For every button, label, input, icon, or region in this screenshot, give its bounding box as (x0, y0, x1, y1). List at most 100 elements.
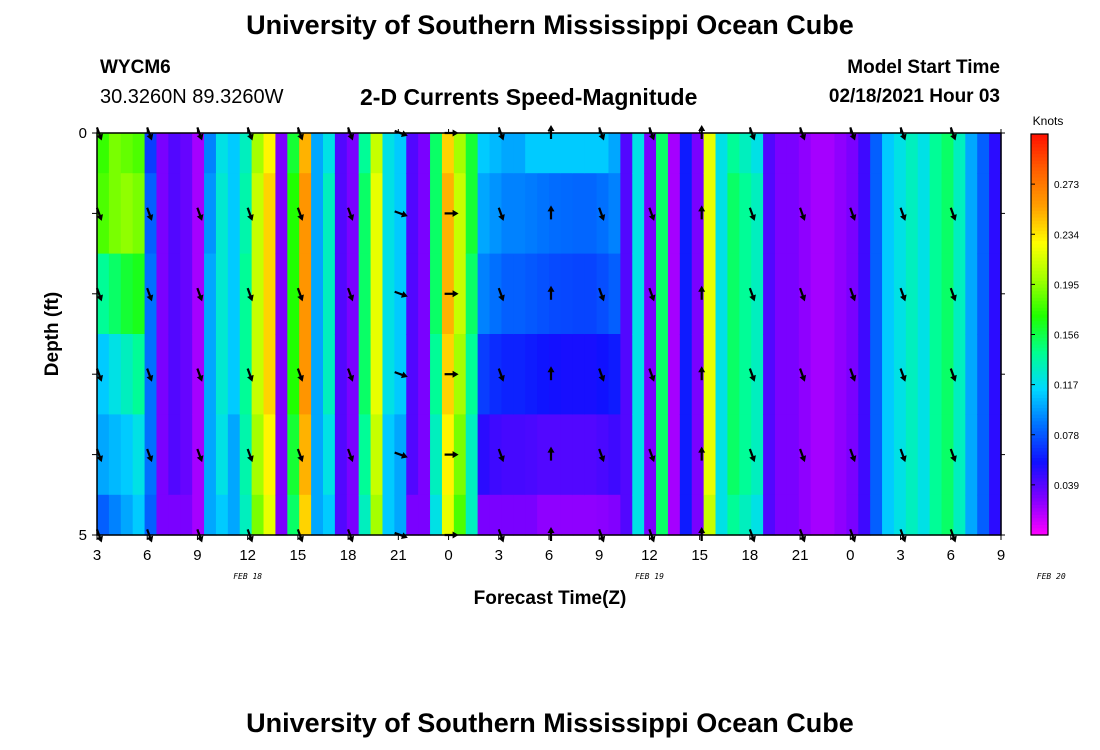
colorbar-segment (1031, 134, 1048, 138)
heatmap-cell (334, 414, 348, 496)
heatmap-cell (251, 414, 265, 496)
heatmap-cell (870, 133, 883, 174)
heatmap-cell (311, 253, 324, 335)
heatmap-cell (275, 133, 288, 174)
heatmap-cell (394, 133, 407, 174)
heatmap-cell (560, 133, 574, 174)
colorbar-segment (1031, 494, 1048, 499)
current-vector (296, 448, 304, 463)
heatmap-cell (263, 173, 277, 255)
current-vector (698, 205, 706, 220)
heatmap-cell (632, 494, 645, 536)
current-vector (698, 446, 706, 461)
heatmap-cell (644, 133, 657, 174)
colorbar-segment (1031, 511, 1048, 516)
heatmap-cell (703, 494, 717, 536)
colorbar-segment (1031, 190, 1048, 195)
colorbar-segment (1031, 521, 1048, 526)
colorbar-segment (1031, 331, 1048, 336)
heatmap-cell (97, 133, 110, 174)
heatmap-cell (679, 173, 693, 255)
heatmap-cell (382, 173, 395, 255)
x-tick-label: 6 (545, 547, 553, 564)
heatmap-cell (584, 414, 598, 496)
heatmap-cell (656, 133, 669, 174)
current-vector (196, 287, 204, 302)
heatmap-cell (905, 253, 919, 335)
heatmap-cell (727, 133, 740, 174)
heatmap-cell (977, 253, 990, 335)
colorbar-segment (1031, 250, 1048, 255)
heatmap-cell (965, 334, 978, 415)
heatmap-cell (596, 494, 610, 536)
heatmap-cell (584, 334, 598, 415)
heatmap-cell (477, 253, 491, 335)
current-vector (849, 368, 857, 382)
heatmap-cell (227, 414, 241, 496)
heatmap-cell (489, 494, 503, 536)
colorbar-segment (1031, 397, 1048, 402)
heatmap-cell (132, 173, 146, 255)
heatmap-cell (120, 334, 134, 415)
heatmap-cell (941, 414, 955, 496)
heatmap-cell (549, 334, 562, 415)
heatmap-cell (251, 253, 265, 335)
heatmap-cell (667, 133, 681, 174)
heatmap-cell (239, 494, 253, 536)
heatmap-cell (893, 334, 907, 415)
y-tick-label: 5 (79, 527, 87, 544)
heatmap-cell (108, 133, 122, 174)
heatmap-cell (97, 414, 110, 496)
colorbar-segment (1031, 484, 1048, 489)
colorbar-segment (1031, 478, 1048, 483)
heatmap-cell (941, 173, 955, 255)
heatmap-cell (144, 173, 158, 255)
heatmap-cell (430, 133, 443, 174)
heatmap-cell (834, 173, 847, 255)
heatmap-cell (751, 334, 764, 415)
current-vector (246, 448, 254, 463)
heatmap-cell (358, 173, 372, 255)
heatmap-cell (596, 173, 610, 255)
plot-title: 2-D Currents Speed-Magnitude (360, 84, 698, 110)
heatmap-cell (465, 414, 479, 496)
heatmap-cell (215, 173, 229, 255)
heatmap-cell (156, 494, 169, 536)
heatmap-cell (703, 253, 717, 335)
heatmap-cell (311, 414, 324, 496)
heatmap-cell (144, 414, 158, 496)
heatmap-cell (905, 133, 919, 174)
colorbar-segment (1031, 514, 1048, 519)
heatmap-cell (810, 414, 824, 496)
colorbar-tick-label: 0.117 (1054, 381, 1079, 392)
colorbar-segment (1031, 267, 1048, 272)
axes: 3 6 9 12 15 18 21 0 3 6 9 12 15 18 21 0 3 6 9 FEB 18 FEB 19 F… (79, 125, 1066, 581)
heatmap-cell (501, 253, 514, 335)
heatmap-cell (382, 494, 395, 536)
colorbar-segment (1031, 471, 1048, 476)
current-vector (497, 287, 505, 302)
heatmap-cell (513, 133, 526, 174)
heatmap-cell (453, 133, 467, 174)
heatmap-cell (667, 334, 681, 415)
heatmap-cell (370, 414, 384, 496)
heatmap-cell (834, 414, 847, 496)
heatmap-cell (418, 494, 431, 536)
heatmap-cell (703, 414, 717, 496)
heatmap-cell (739, 494, 752, 536)
colorbar-segment (1031, 374, 1048, 379)
colorbar-segment (1031, 220, 1048, 225)
heatmap-cell (263, 253, 277, 335)
heatmap-cell (239, 173, 253, 255)
colorbar-segment (1031, 157, 1048, 162)
heatmap-cell (798, 414, 812, 496)
heatmap-cell (287, 173, 300, 255)
heatmap-cell (858, 414, 871, 496)
colorbar-segment (1031, 170, 1048, 175)
heatmap-cell (465, 494, 479, 536)
heatmap-cell (323, 173, 336, 255)
heatmap-cell (691, 334, 705, 415)
heatmap-cell (632, 173, 645, 255)
heatmap-cell (287, 253, 300, 335)
heatmap-cell (346, 133, 360, 174)
